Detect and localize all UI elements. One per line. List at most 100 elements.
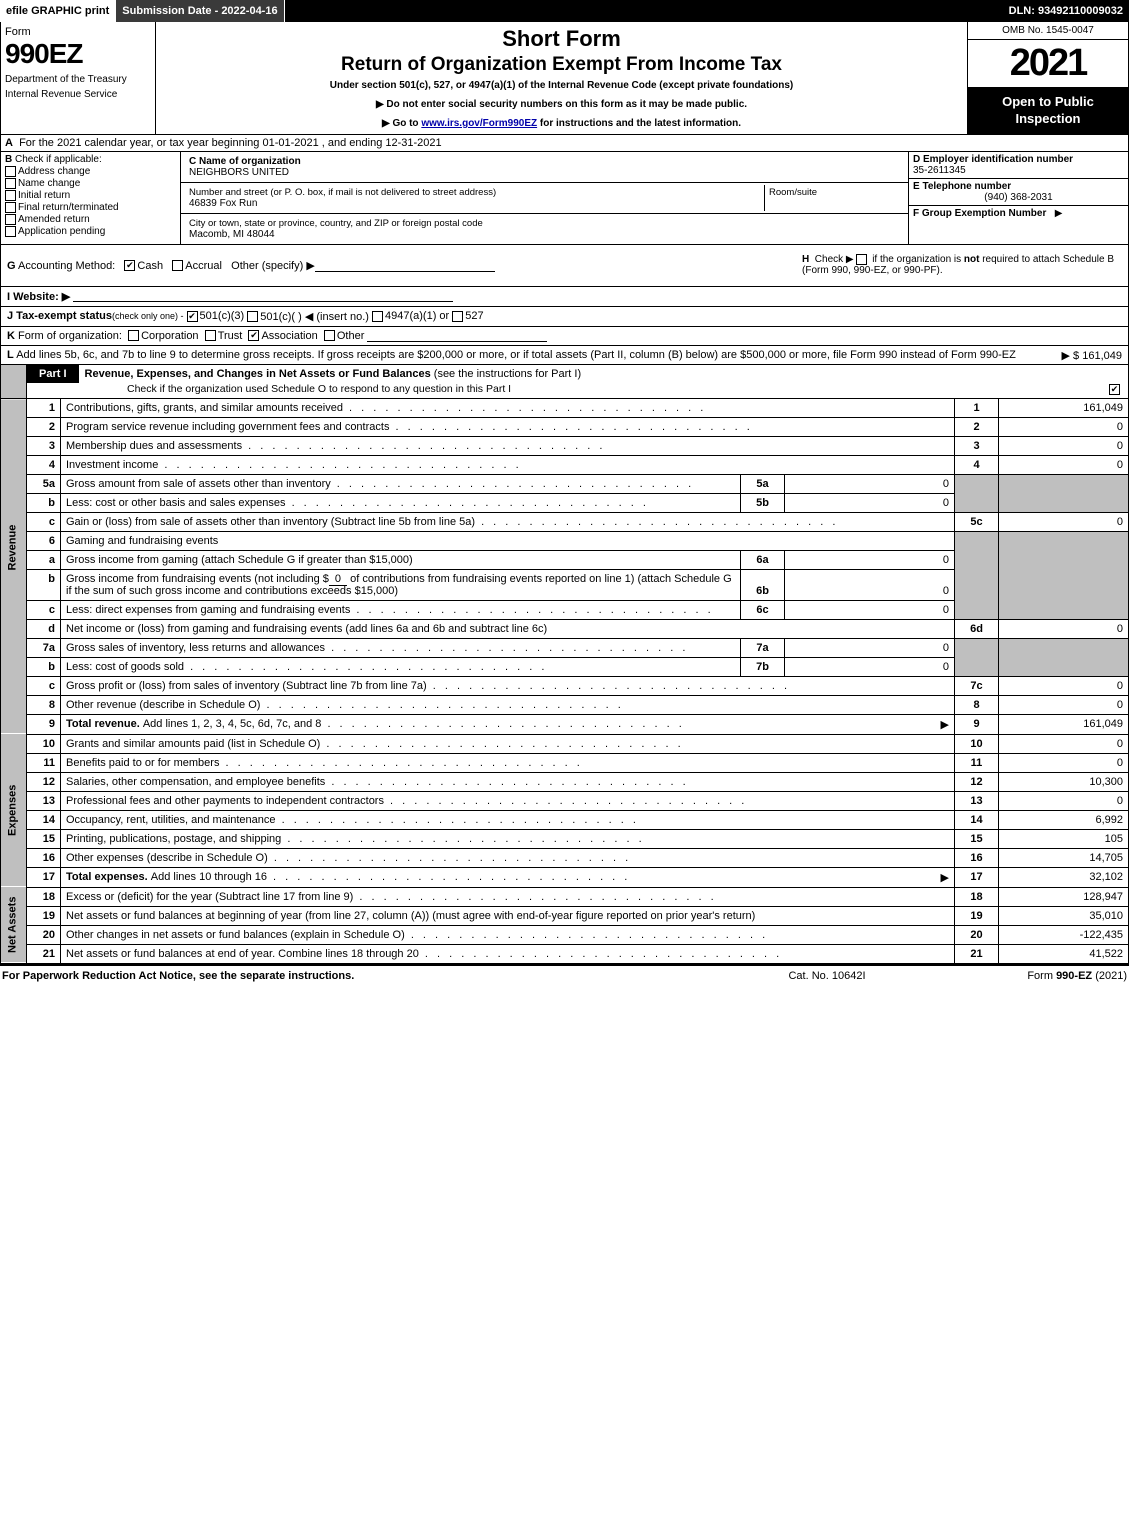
sub-value: 0 xyxy=(785,569,955,600)
org-name-label: C Name of organization xyxy=(189,156,301,167)
amount-cell: 32,102 xyxy=(999,867,1129,887)
table-row: 2 Program service revenue including gove… xyxy=(1,417,1129,436)
col-b: B Check if applicable: Address change Na… xyxy=(1,152,181,244)
line-num: b xyxy=(27,569,61,600)
note2-pre: ▶ Go to xyxy=(382,118,421,129)
phone-value: (940) 368-2031 xyxy=(913,192,1124,203)
lbl-corporation: Corporation xyxy=(141,330,198,342)
website-line[interactable] xyxy=(73,290,453,302)
line-num: 5a xyxy=(27,474,61,493)
line-no-cell: 16 xyxy=(955,848,999,867)
line-num: 16 xyxy=(27,848,61,867)
street: 46839 Fox Run xyxy=(189,198,760,209)
line-num: 2 xyxy=(27,417,61,436)
line-no-cell: 15 xyxy=(955,829,999,848)
label-l: L xyxy=(7,349,14,361)
table-row: 3 Membership dues and assessments 3 0 xyxy=(1,436,1129,455)
chk-application-pending[interactable]: Application pending xyxy=(5,226,176,237)
chk-corporation[interactable] xyxy=(128,330,139,341)
table-row: 4 Investment income 4 0 xyxy=(1,455,1129,474)
chk-final-return[interactable]: Final return/terminated xyxy=(5,202,176,213)
line-desc: Grants and similar amounts paid (list in… xyxy=(61,734,955,753)
sub-label: 6a xyxy=(741,550,785,569)
line-no-cell: 6d xyxy=(955,619,999,638)
h-text1: Check ▶ xyxy=(815,254,854,265)
ein-value: 35-2611345 xyxy=(913,165,966,176)
h-text2: if the organization is xyxy=(872,254,964,265)
line-no-cell: 10 xyxy=(955,734,999,753)
table-row: 19 Net assets or fund balances at beginn… xyxy=(1,906,1129,925)
part1-header: Part I Revenue, Expenses, and Changes in… xyxy=(27,365,1128,383)
table-row: c Gain or (loss) from sale of assets oth… xyxy=(1,512,1129,531)
chk-501c[interactable] xyxy=(247,311,258,322)
grey-cell xyxy=(955,474,999,512)
chk-initial-return[interactable]: Initial return xyxy=(5,190,176,201)
line-desc: Other expenses (describe in Schedule O) xyxy=(61,848,955,867)
arrow-icon: ▶ xyxy=(941,871,949,884)
amount-cell: 41,522 xyxy=(999,944,1129,963)
chk-schedule-o[interactable] xyxy=(1109,384,1120,395)
table-row: 13 Professional fees and other payments … xyxy=(1,791,1129,810)
line-desc: Less: direct expenses from gaming and fu… xyxy=(61,600,741,619)
table-row: 5a Gross amount from sale of assets othe… xyxy=(1,474,1129,493)
line-desc: Other revenue (describe in Schedule O) xyxy=(61,695,955,714)
amount-cell: -122,435 xyxy=(999,925,1129,944)
sub-label: 5b xyxy=(741,493,785,512)
other-line[interactable] xyxy=(315,260,495,272)
chk-trust[interactable] xyxy=(205,330,216,341)
chk-4947[interactable] xyxy=(372,311,383,322)
amount-cell: 10,300 xyxy=(999,772,1129,791)
line-num: 3 xyxy=(27,436,61,455)
line-desc: Program service revenue including govern… xyxy=(61,417,955,436)
amount-cell: 0 xyxy=(999,455,1129,474)
chk-address-change[interactable]: Address change xyxy=(5,166,176,177)
chk-accrual[interactable] xyxy=(172,260,183,271)
header-right: OMB No. 1545-0047 2021 Open to Public In… xyxy=(968,22,1128,134)
other-org-line[interactable] xyxy=(367,330,547,342)
line-no-cell: 20 xyxy=(955,925,999,944)
col-def: D Employer identification number 35-2611… xyxy=(908,152,1128,244)
form-number: 990EZ xyxy=(5,38,151,70)
phone-row: E Telephone number (940) 368-2031 xyxy=(909,179,1128,206)
chk-other-org[interactable] xyxy=(324,330,335,341)
dept-irs: Internal Revenue Service xyxy=(5,89,151,100)
grey-cell xyxy=(999,531,1129,619)
header-center: Short Form Return of Organization Exempt… xyxy=(156,22,968,134)
efile-print[interactable]: efile GRAPHIC print xyxy=(0,0,116,22)
line-desc: Professional fees and other payments to … xyxy=(61,791,955,810)
table-row: 16 Other expenses (describe in Schedule … xyxy=(1,848,1129,867)
chk-cash[interactable] xyxy=(124,260,135,271)
note2-post: for instructions and the latest informat… xyxy=(537,118,741,129)
line-desc: Total revenue. Add lines 1, 2, 3, 4, 5c,… xyxy=(61,714,955,734)
l-text: Add lines 5b, 6c, and 7b to line 9 to de… xyxy=(16,349,1016,361)
row-h: H Check ▶ if the organization is not req… xyxy=(802,254,1122,276)
form-header: Form 990EZ Department of the Treasury In… xyxy=(0,22,1129,135)
line-desc: Contributions, gifts, grants, and simila… xyxy=(61,399,955,418)
line-num: 12 xyxy=(27,772,61,791)
chk-schedule-b[interactable] xyxy=(856,254,867,265)
line-num: 1 xyxy=(27,399,61,418)
form-of-org: Form of organization: xyxy=(18,330,122,342)
dept-treasury: Department of the Treasury xyxy=(5,74,151,85)
line-num: 18 xyxy=(27,887,61,906)
irs-link[interactable]: www.irs.gov/Form990EZ xyxy=(421,118,537,129)
amount-cell: 0 xyxy=(999,417,1129,436)
grey-cell xyxy=(999,638,1129,676)
arrow-icon: ▶ $ xyxy=(1062,350,1080,362)
sub-value: 0 xyxy=(785,474,955,493)
city: Macomb, MI 48044 xyxy=(189,229,900,240)
part1-suffix: (see the instructions for Part I) xyxy=(434,368,581,380)
chk-527[interactable] xyxy=(452,311,463,322)
h-text4: (Form 990, 990-EZ, or 990-PF). xyxy=(802,265,943,276)
table-row: 15 Printing, publications, postage, and … xyxy=(1,829,1129,848)
line-num: 4 xyxy=(27,455,61,474)
table-row: 11 Benefits paid to or for members 11 0 xyxy=(1,753,1129,772)
label-h: H xyxy=(802,254,809,265)
sub-value: 0 xyxy=(785,600,955,619)
chk-association[interactable] xyxy=(248,330,259,341)
chk-501c3[interactable] xyxy=(187,311,198,322)
chk-name-change[interactable]: Name change xyxy=(5,178,176,189)
chk-amended-return[interactable]: Amended return xyxy=(5,214,176,225)
form-word: Form xyxy=(5,26,151,38)
tax-year: 2021 xyxy=(968,40,1128,88)
